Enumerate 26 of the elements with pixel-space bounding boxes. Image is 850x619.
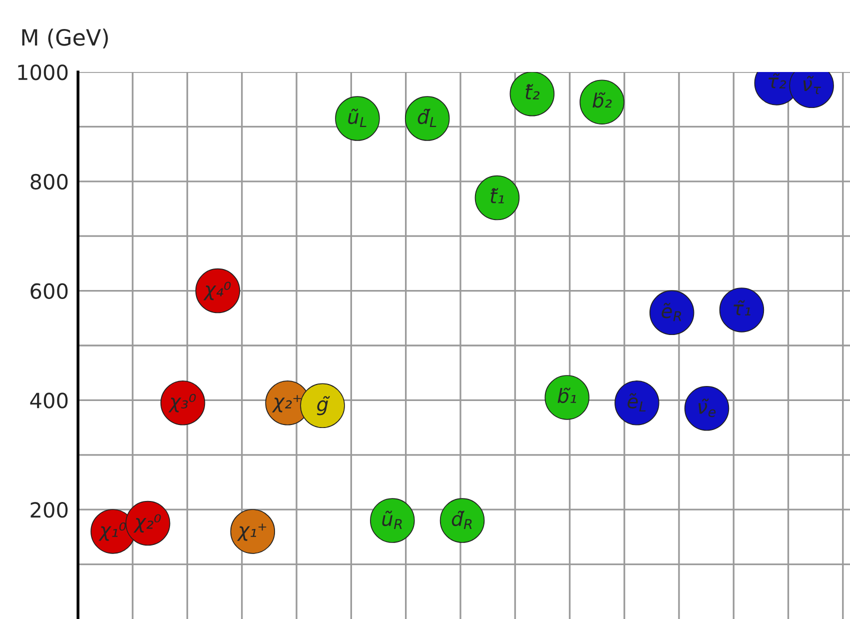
x-tick-label: χ₁⁰ — [98, 522, 126, 541]
y-tick-label: 200 — [30, 502, 68, 518]
x-tick-label: ũ$_{L}$ — [348, 108, 366, 127]
x-tick-label: χ₄⁰ — [203, 282, 231, 300]
x-tick-label: ν̃$_{e}$ — [698, 398, 716, 418]
x-tick-label: τ̃₂ — [768, 73, 786, 88]
x-tick-label: d̃$_{R}$ — [452, 510, 472, 530]
x-tick-label: b̃₂ — [592, 92, 612, 108]
y-tick-label: 800 — [30, 174, 68, 190]
x-tick-label: τ̃₁ — [734, 300, 750, 316]
x-tick-label: ẽ$_{R}$ — [662, 302, 682, 322]
x-tick-label: d̃$_{L}$ — [418, 108, 436, 127]
x-tick-label: b̃₁ — [558, 388, 576, 404]
x-tick-label: ν̃$_{τ}$ — [803, 76, 821, 94]
x-tick-label: χ₃⁰ — [168, 394, 196, 412]
y-tick-label: 400 — [30, 392, 68, 408]
x-tick-label: g̃ — [316, 396, 330, 416]
y-tick-label: 1000 — [18, 64, 68, 80]
x-tick-label: χ₁⁺ — [237, 524, 266, 541]
y-axis-title: M (GeV) — [22, 28, 108, 48]
x-tick-label: ũ$_{R}$ — [382, 510, 402, 530]
x-tick-label: t̃₁ — [490, 188, 504, 204]
x-tick-label: t̃₂ — [526, 84, 540, 100]
y-tick-label: 600 — [30, 283, 68, 300]
x-tick-label: χ₂⁰ — [133, 514, 161, 533]
x-tick-label: ẽ$_{L}$ — [628, 393, 646, 412]
